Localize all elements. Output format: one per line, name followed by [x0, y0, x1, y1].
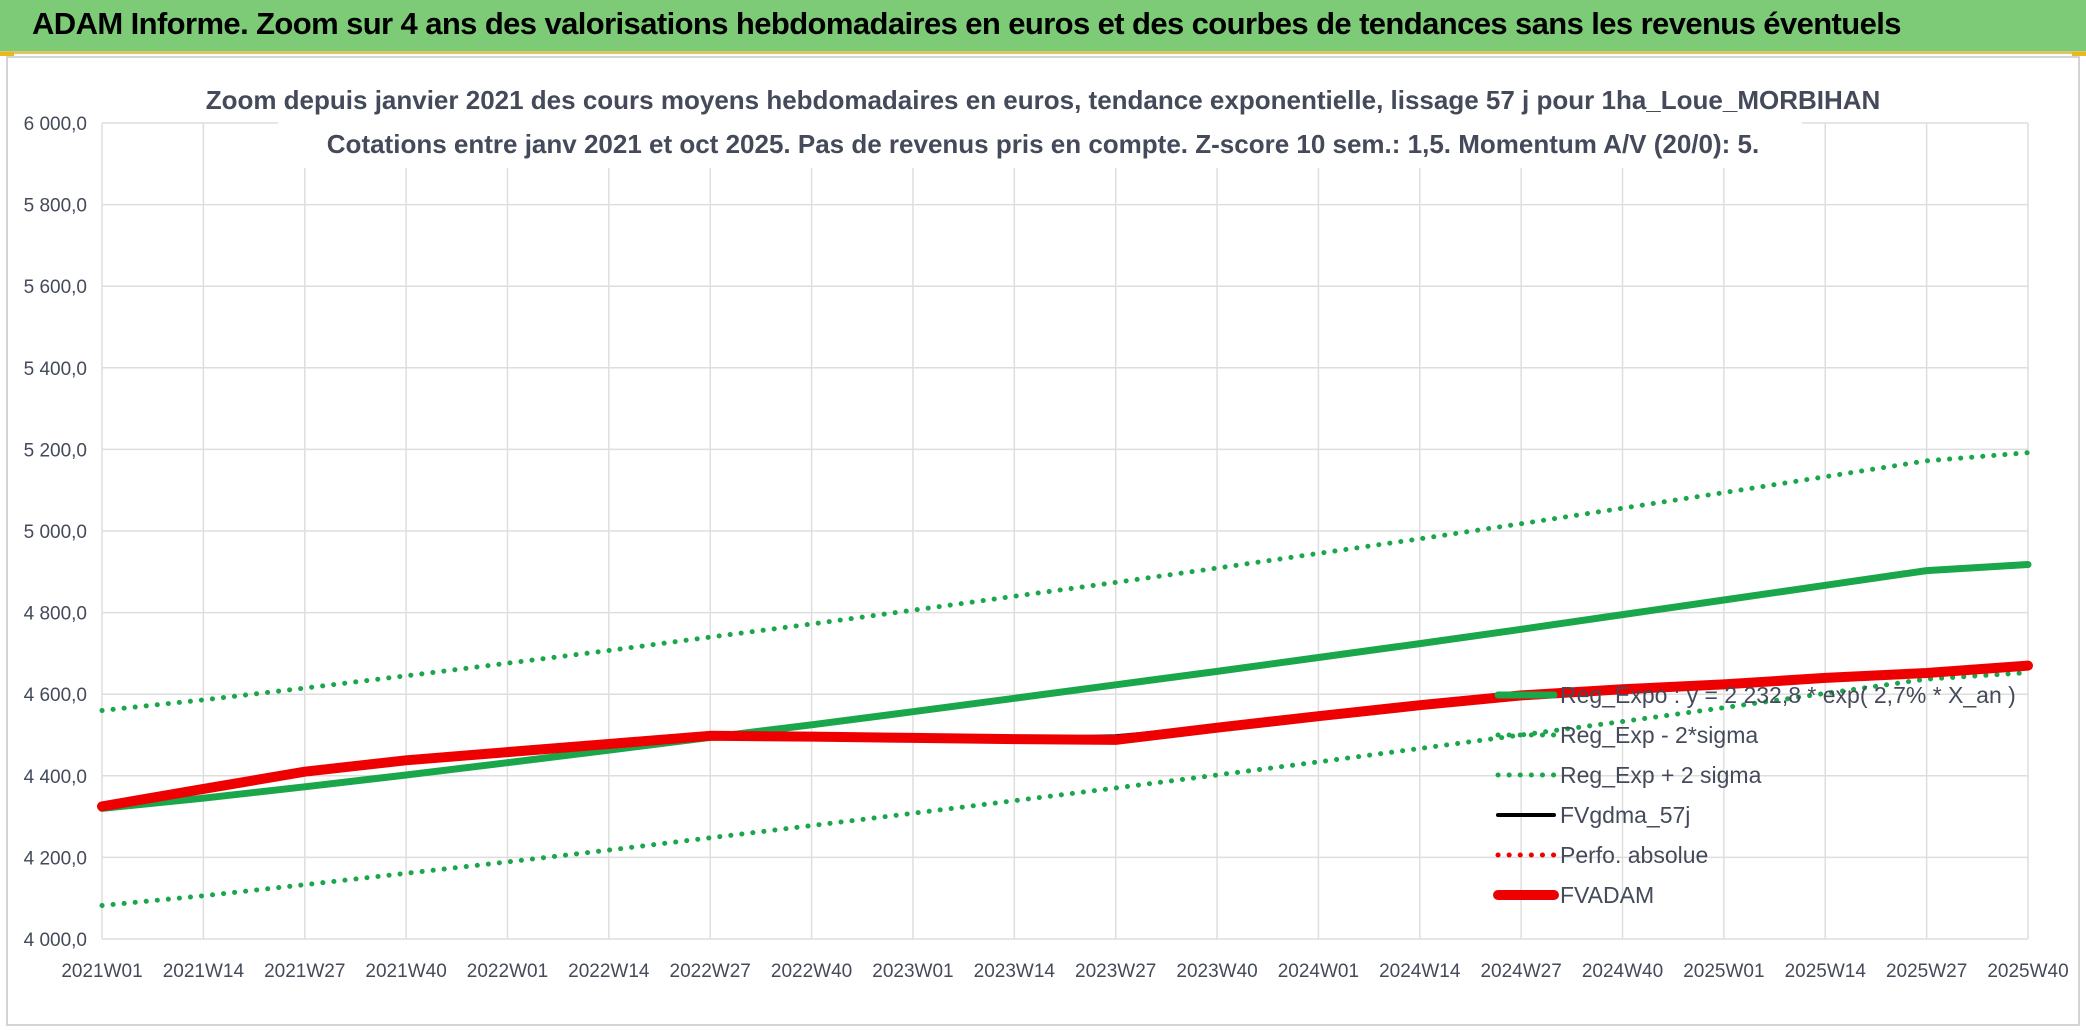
- x-tick-label: 2023W01: [872, 961, 953, 982]
- y-tick-label: 4 800,0: [24, 604, 87, 625]
- x-tick-label: 2022W01: [467, 961, 548, 982]
- banner-corner-left: [0, 52, 14, 56]
- y-tick-label: 4 000,0: [24, 930, 87, 951]
- x-tick-label: 2025W40: [1987, 961, 2068, 982]
- series-line-4: [99, 663, 2031, 809]
- x-tick-label: 2024W27: [1480, 961, 1561, 982]
- x-tick-label: 2023W40: [1176, 961, 1257, 982]
- x-tick-label: 2024W01: [1278, 961, 1359, 982]
- x-tick-label: 2021W27: [264, 961, 345, 982]
- y-tick-label: 5 600,0: [24, 277, 87, 298]
- chart-title: Zoom depuis janvier 2021 des cours moyen…: [206, 85, 1881, 115]
- x-tick-label: 2021W01: [61, 961, 142, 982]
- y-tick-label: 5 400,0: [24, 359, 87, 380]
- legend-label-4: Perfo. absolue: [1560, 842, 1708, 868]
- report-title: ADAM Informe. Zoom sur 4 ans des valoris…: [32, 6, 1902, 41]
- x-tick-label: 2025W27: [1886, 961, 1967, 982]
- chart-frame: [6, 56, 2080, 1026]
- x-tick-label: 2021W14: [163, 961, 245, 982]
- x-tick-label: 2025W01: [1683, 961, 1764, 982]
- y-tick-label: 4 400,0: [24, 767, 87, 788]
- x-tick-label: 2022W27: [670, 961, 751, 982]
- legend-label-5: FVADAM: [1560, 882, 1654, 908]
- y-tick-label: 5 200,0: [24, 440, 87, 461]
- x-tick-label: 2023W14: [974, 961, 1056, 982]
- series-line-2: [99, 450, 2031, 713]
- x-tick-label: 2024W40: [1582, 961, 1663, 982]
- title-background: [278, 78, 1802, 168]
- legend-label-1: Reg_Exp - 2*sigma: [1560, 722, 1758, 748]
- legend-label-3: FVgdma_57j: [1560, 802, 1690, 828]
- y-tick-label: 4 200,0: [24, 848, 87, 869]
- x-tick-label: 2025W14: [1785, 961, 1867, 982]
- banner-corner-right: [2072, 52, 2086, 56]
- report-banner: ADAM Informe. Zoom sur 4 ans des valoris…: [0, 0, 2086, 54]
- y-tick-label: 6 000,0: [24, 114, 87, 135]
- y-tick-label: 5 000,0: [24, 522, 87, 543]
- legend-label-0: Reg_Expo : y = 2 232,8 * exp( 2,7% * X_a…: [1560, 682, 2016, 708]
- legend-label-2: Reg_Exp + 2 sigma: [1560, 762, 1762, 788]
- x-tick-label: 2024W14: [1379, 961, 1461, 982]
- x-tick-label: 2021W40: [365, 961, 446, 982]
- x-tick-label: 2023W27: [1075, 961, 1156, 982]
- x-tick-label: 2022W40: [771, 961, 852, 982]
- series-line-0: [98, 561, 2032, 812]
- y-tick-label: 5 800,0: [24, 196, 87, 217]
- x-tick-label: 2022W14: [568, 961, 650, 982]
- chart-subtitle: Cotations entre janv 2021 et oct 2025. P…: [327, 129, 1759, 159]
- y-tick-label: 4 600,0: [24, 685, 87, 706]
- series-line-1: [99, 670, 2031, 908]
